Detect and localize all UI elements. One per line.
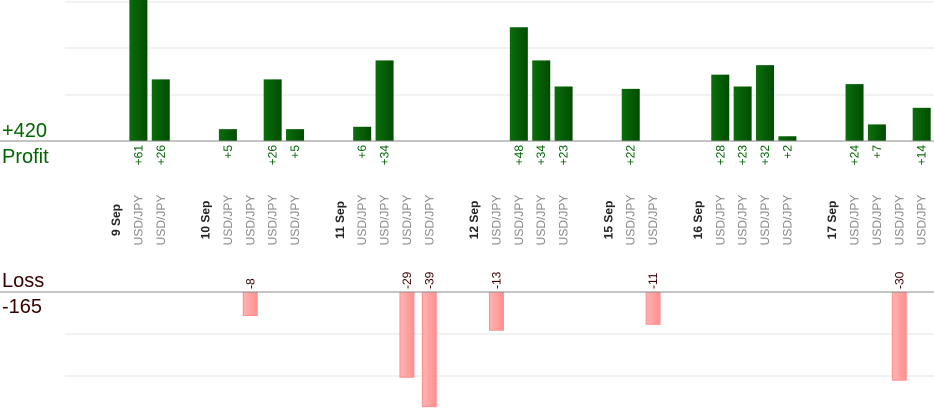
loss-value-label: -8	[243, 278, 257, 289]
profit-value-label: +26	[266, 145, 280, 166]
profit-bar	[375, 60, 394, 141]
profit-bar	[845, 84, 864, 141]
pair-label: USD/JPY	[489, 195, 503, 246]
profit-bar	[353, 126, 372, 141]
profit-bar	[912, 107, 931, 141]
loss-bar	[399, 291, 415, 378]
pair-label: USD/JPY	[780, 195, 794, 246]
profit-bar	[509, 27, 528, 142]
profit-bar	[756, 65, 775, 141]
profit-value-label: +14	[915, 145, 929, 166]
profit-total: +420	[2, 120, 47, 142]
pair-label: USD/JPY	[355, 195, 369, 246]
loss-bar	[891, 291, 907, 381]
pair-label: USD/JPY	[288, 195, 302, 246]
pair-label: USD/JPY	[534, 195, 548, 246]
loss-label: Loss	[2, 270, 44, 292]
pair-label: USD/JPY	[848, 195, 862, 246]
profit-bar	[711, 74, 730, 141]
profit-value-label: +5	[288, 145, 302, 159]
pair-label: USD/JPY	[736, 195, 750, 246]
profit-value-label: +23	[736, 145, 750, 166]
pair-label: USD/JPY	[266, 195, 280, 246]
profit-bar	[778, 136, 797, 141]
profit-value-label: +22	[624, 145, 638, 166]
profit-bar	[263, 79, 282, 141]
date-label: 17 Sep	[825, 201, 839, 240]
profit-bar	[218, 129, 237, 141]
profit-value-label: +24	[848, 145, 862, 166]
profit-value-label: +5	[221, 145, 235, 159]
pair-label: USD/JPY	[646, 195, 660, 246]
pair-label: USD/JPY	[557, 195, 571, 246]
loss-value-label: -11	[646, 272, 660, 289]
profit-bar	[532, 60, 551, 141]
profit-bar	[733, 86, 752, 141]
profit-bar	[129, 0, 148, 141]
date-label: 15 Sep	[601, 201, 615, 240]
profit-bar	[286, 129, 305, 141]
pair-label: USD/JPY	[512, 195, 526, 246]
profit-value-label: +2	[780, 145, 794, 159]
pair-label: USD/JPY	[870, 195, 884, 246]
loss-bar	[645, 291, 661, 325]
profit-value-label: +32	[758, 145, 772, 166]
labels: 9 Sep USD/JPY +61 USD/JPY +26 10 Sep USD/JPY +5…	[109, 145, 929, 289]
date-label: 16 Sep	[691, 201, 705, 240]
loss-value-label: -29	[400, 271, 414, 289]
loss-value-label: -39	[422, 271, 436, 289]
profit-value-label: +26	[154, 145, 168, 166]
loss-total: -165	[2, 296, 42, 318]
profit-value-label: +6	[355, 145, 369, 159]
profit-value-label: +48	[512, 145, 526, 166]
profit-value-label: +34	[534, 145, 548, 166]
pair-label: USD/JPY	[243, 195, 257, 246]
profit-value-label: +61	[131, 145, 145, 166]
profit-bar	[554, 86, 573, 141]
pair-label: USD/JPY	[221, 195, 235, 246]
date-label: 12 Sep	[467, 201, 481, 240]
profit-value-label: +23	[557, 145, 571, 166]
bars	[129, 0, 931, 408]
loss-bar	[421, 291, 437, 408]
loss-value-label: -13	[489, 271, 503, 289]
date-label: 9 Sep	[109, 204, 123, 236]
pair-label: USD/JPY	[892, 195, 906, 246]
pair-label: USD/JPY	[131, 195, 145, 246]
date-label: 10 Sep	[199, 201, 213, 240]
profit-value-label: +28	[713, 145, 727, 166]
profit-bar	[151, 79, 170, 141]
profit-bar	[867, 124, 886, 141]
pair-label: USD/JPY	[154, 195, 168, 246]
pair-label: USD/JPY	[758, 195, 772, 246]
axes	[0, 140, 934, 293]
pair-label: USD/JPY	[400, 195, 414, 246]
pair-label: USD/JPY	[915, 195, 929, 246]
loss-value-label: -30	[892, 271, 906, 289]
pair-label: USD/JPY	[624, 195, 638, 246]
pair-label: USD/JPY	[422, 195, 436, 246]
profit-label: Profit	[2, 146, 49, 168]
profit-value-label: +34	[378, 145, 392, 166]
pair-label: USD/JPY	[713, 195, 727, 246]
profit-value-label: +7	[870, 145, 884, 159]
loss-bar	[242, 291, 258, 317]
pair-label: USD/JPY	[378, 195, 392, 246]
profit-bar	[621, 88, 640, 141]
grid-lines	[65, 1, 934, 377]
loss-bar	[488, 291, 504, 331]
date-label: 11 Sep	[333, 201, 347, 239]
